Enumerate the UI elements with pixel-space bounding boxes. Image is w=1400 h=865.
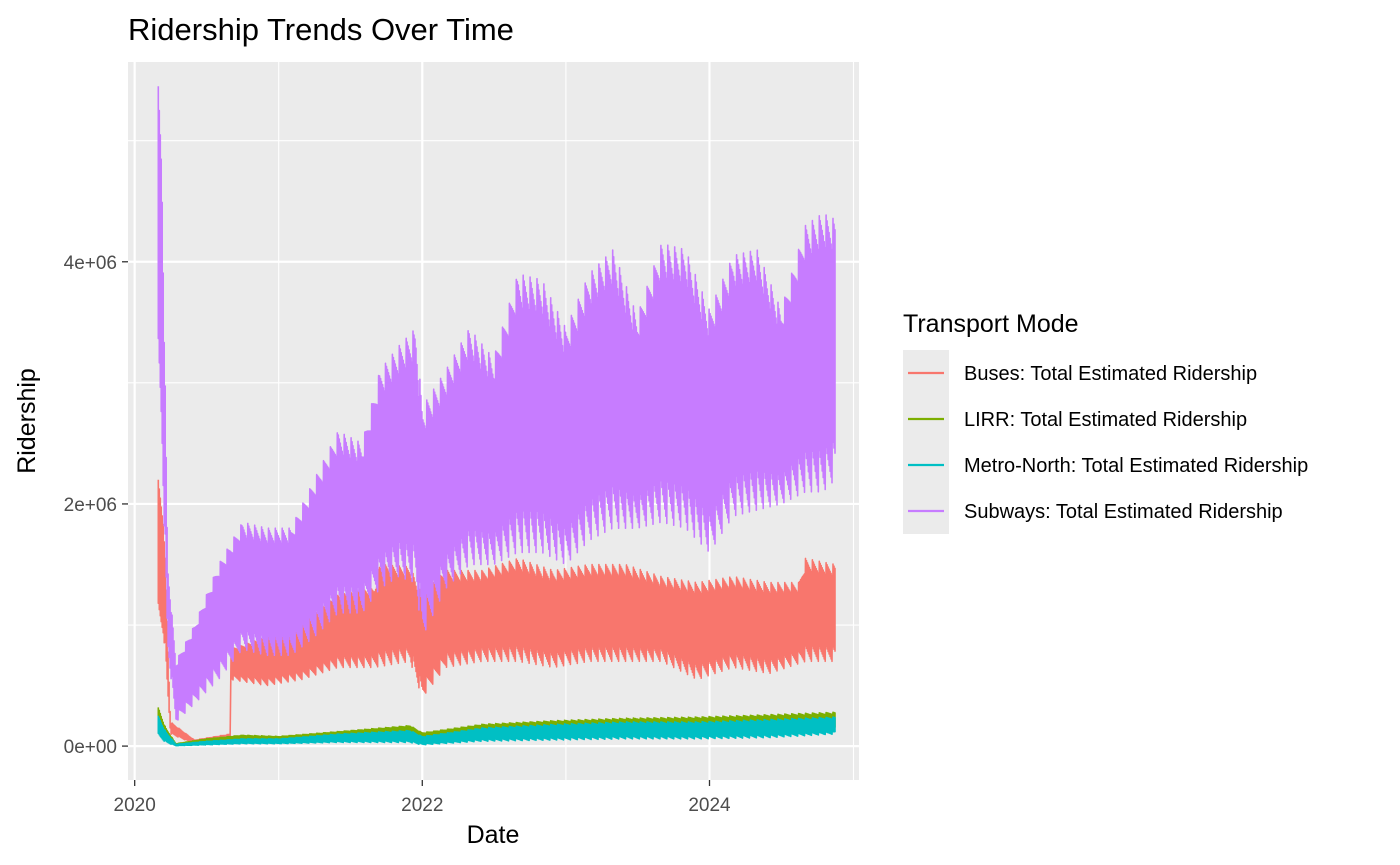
- legend-label: Subways: Total Estimated Ridership: [964, 501, 1283, 523]
- y-tick-label: 4e+06: [64, 253, 117, 274]
- plot-area: [128, 62, 859, 780]
- series-line-0: [157, 479, 836, 745]
- legend-title: Transport Mode: [903, 310, 1079, 338]
- series-line-3: [157, 86, 836, 721]
- y-axis-title: Ridership: [13, 368, 41, 474]
- legend: Transport Mode Buses: Total Estimated Ri…: [903, 310, 1308, 534]
- y-tick-label: 0e+00: [64, 737, 117, 758]
- x-tick-label: 2022: [401, 795, 443, 816]
- legend-label: Buses: Total Estimated Ridership: [964, 363, 1257, 385]
- legend-items: Buses: Total Estimated Ridership LIRR: To…: [903, 350, 1308, 534]
- x-tick-label: 2024: [688, 795, 731, 816]
- x-tick-label: 2020: [114, 795, 156, 816]
- x-axis-title: Date: [467, 821, 520, 849]
- legend-label: Metro-North: Total Estimated Ridership: [964, 455, 1308, 477]
- legend-label: LIRR: Total Estimated Ridership: [964, 409, 1247, 431]
- chart-title: Ridership Trends Over Time: [128, 12, 514, 47]
- series-line-2: [157, 715, 836, 747]
- axes: 2020 2022 2024 0e+00 2e+06 4e+06: [64, 253, 731, 816]
- y-tick-label: 2e+06: [64, 495, 117, 516]
- series-layer: [157, 86, 836, 747]
